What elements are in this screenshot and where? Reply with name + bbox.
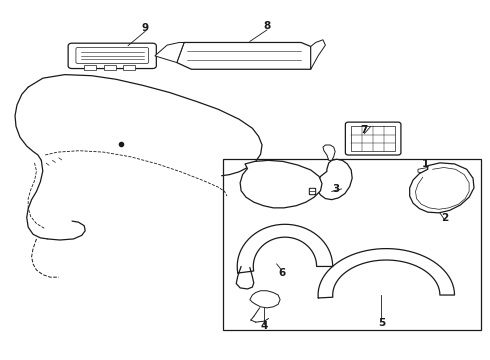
FancyBboxPatch shape: [345, 122, 401, 155]
Polygon shape: [250, 291, 280, 308]
Polygon shape: [418, 167, 438, 174]
Bar: [351, 126, 395, 151]
Polygon shape: [311, 40, 325, 69]
Text: 9: 9: [142, 23, 148, 33]
Bar: [104, 65, 116, 70]
Text: 3: 3: [333, 184, 340, 194]
Text: 5: 5: [378, 318, 385, 328]
Text: 8: 8: [263, 21, 270, 31]
FancyBboxPatch shape: [68, 43, 156, 68]
Text: 7: 7: [361, 125, 368, 135]
Text: 2: 2: [441, 212, 448, 222]
Bar: [84, 65, 97, 70]
Polygon shape: [317, 159, 352, 200]
FancyBboxPatch shape: [76, 48, 148, 64]
Text: 1: 1: [422, 159, 429, 169]
Polygon shape: [410, 163, 474, 213]
Bar: [123, 65, 135, 70]
Polygon shape: [240, 160, 322, 208]
Polygon shape: [323, 145, 335, 160]
Text: 6: 6: [278, 268, 285, 278]
Polygon shape: [177, 42, 311, 69]
Polygon shape: [155, 42, 184, 63]
Text: 4: 4: [261, 321, 268, 332]
Bar: [223, 158, 481, 330]
